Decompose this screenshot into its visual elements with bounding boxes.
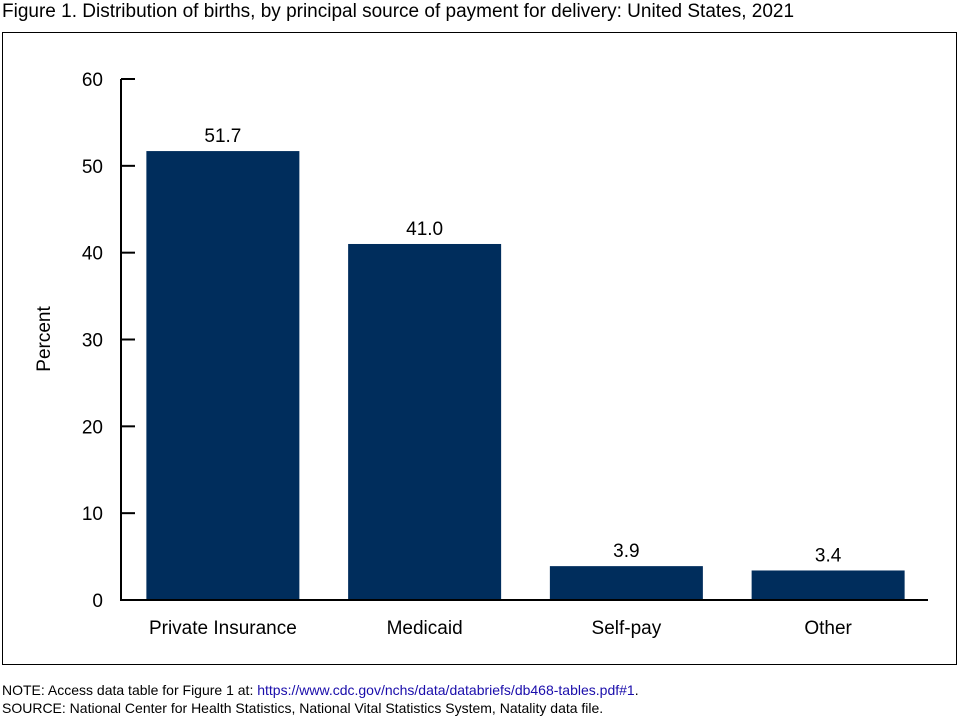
y-tick-label: 40 <box>82 244 103 265</box>
y-tick-label: 10 <box>82 504 103 525</box>
bar <box>751 570 905 600</box>
y-axis: 0 10 20 30 40 50 60 <box>82 70 135 612</box>
bar-value-label: 41.0 <box>406 219 443 240</box>
note-suffix: . <box>634 682 639 698</box>
bar <box>549 566 703 600</box>
x-category-label: Private Insurance <box>149 618 297 639</box>
value-labels: 51.7 41.0 3.9 3.4 <box>204 126 841 566</box>
y-tick-label: 20 <box>82 417 103 438</box>
note-line: NOTE: Access data table for Figure 1 at:… <box>2 681 639 699</box>
figure-title: Figure 1. Distribution of births, by pri… <box>2 1 795 22</box>
x-category-label: Other <box>804 618 852 639</box>
chart-frame <box>2 32 957 665</box>
x-category-label: Self-pay <box>592 618 662 639</box>
y-tick-label: 60 <box>82 70 103 91</box>
y-axis-label: Percent <box>34 306 55 372</box>
y-tick-label: 0 <box>92 591 103 612</box>
bar <box>348 243 502 600</box>
data-table-link[interactable]: https://www.cdc.gov/nchs/data/databriefs… <box>257 682 635 698</box>
note-prefix: NOTE: Access data table for Figure 1 at: <box>2 682 258 698</box>
bar-value-label: 3.4 <box>815 545 842 566</box>
source-line: SOURCE: National Center for Health Stati… <box>2 700 604 716</box>
x-axis: Private Insurance Medicaid Self-pay Other <box>120 599 928 639</box>
x-category-label: Medicaid <box>387 618 463 639</box>
bar-value-label: 3.9 <box>613 541 639 562</box>
footnotes: NOTE: Access data table for Figure 1 at:… <box>2 681 639 717</box>
bar <box>146 151 300 601</box>
bars <box>146 151 905 601</box>
y-tick-label: 30 <box>82 331 103 352</box>
y-tick-label: 50 <box>82 157 103 178</box>
bar-value-label: 51.7 <box>204 126 241 147</box>
